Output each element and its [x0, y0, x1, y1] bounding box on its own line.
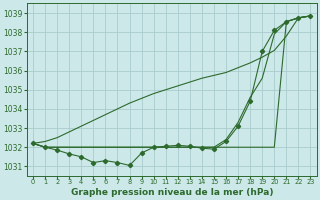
- X-axis label: Graphe pression niveau de la mer (hPa): Graphe pression niveau de la mer (hPa): [70, 188, 273, 197]
